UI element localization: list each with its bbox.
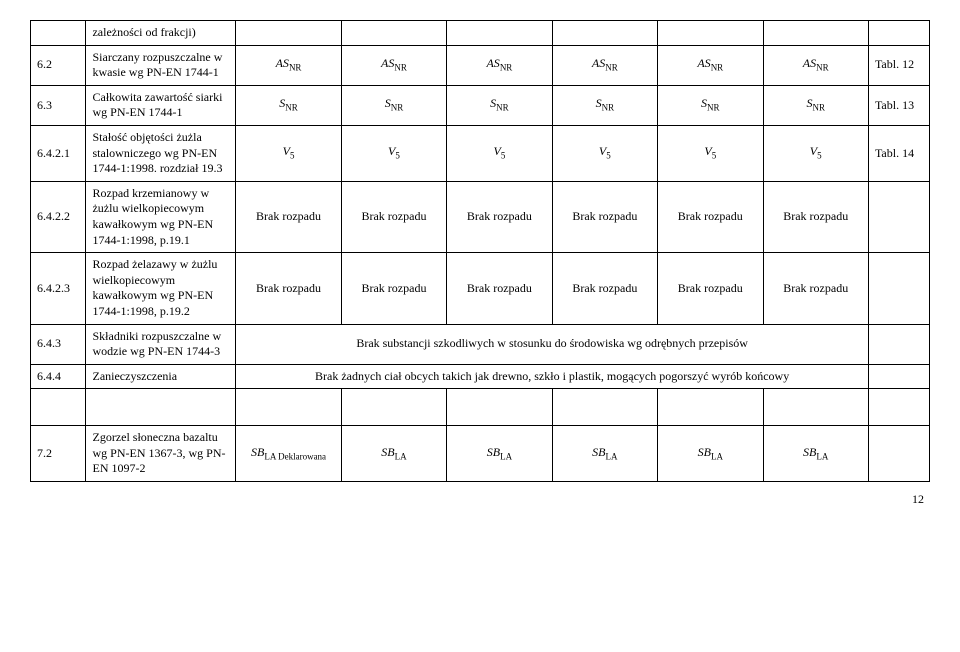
row-value: SBLA: [341, 426, 446, 482]
row-value: SBLA: [658, 426, 763, 482]
row-value: Brak rozpadu: [236, 181, 341, 252]
row-value: Brak rozpadu: [341, 181, 446, 252]
row-value: Brak rozpadu: [447, 253, 552, 324]
row-value: V5: [341, 125, 446, 181]
row-description: Zanieczyszczenia: [86, 364, 236, 389]
row-value: Brak rozpadu: [658, 253, 763, 324]
row-note: [868, 253, 929, 324]
row-description: Rozpad krzemianowy w żużlu wielkopiecowy…: [86, 181, 236, 252]
row-description: Siarczany rozpuszczalne w kwasie wg PN-E…: [86, 45, 236, 85]
row-value: Brak rozpadu: [552, 253, 657, 324]
standards-table: zależności od frakcji)6.2Siarczany rozpu…: [30, 20, 930, 482]
row-value: SBLA Deklarowana: [236, 426, 341, 482]
row-value: Brak rozpadu: [552, 181, 657, 252]
row-description: Zgorzel słoneczna bazaltu wg PN-EN 1367-…: [86, 426, 236, 482]
row-value: ASNR: [341, 45, 446, 85]
row-number: 6.4.2.2: [31, 181, 86, 252]
row-number: 6.4.2.1: [31, 125, 86, 181]
table-row: 6.4.3Składniki rozpuszczalne w wodzie wg…: [31, 324, 930, 364]
table-row: 6.4.4ZanieczyszczeniaBrak żadnych ciał o…: [31, 364, 930, 389]
table-row: 6.4.2.3Rozpad żelazawy w żużlu wielkopie…: [31, 253, 930, 324]
table-row: 6.3Całkowita zawartość siarki wg PN-EN 1…: [31, 85, 930, 125]
row-number: 6.2: [31, 45, 86, 85]
row-value: SNR: [658, 85, 763, 125]
row-value: ASNR: [552, 45, 657, 85]
table-row: 7.2Zgorzel słoneczna bazaltu wg PN-EN 13…: [31, 426, 930, 482]
row-value: [341, 21, 446, 46]
row-value: ASNR: [447, 45, 552, 85]
spacer-row: [31, 389, 930, 426]
row-value: SNR: [552, 85, 657, 125]
row-value: V5: [763, 125, 868, 181]
row-value: SBLA: [552, 426, 657, 482]
row-value: Brak rozpadu: [658, 181, 763, 252]
row-description: Stałość objętości żużla stalowniczego wg…: [86, 125, 236, 181]
row-note: Tabl. 14: [868, 125, 929, 181]
row-value: V5: [552, 125, 657, 181]
row-note: [868, 181, 929, 252]
row-number: 6.3: [31, 85, 86, 125]
page-number: 12: [30, 492, 930, 507]
row-value: V5: [658, 125, 763, 181]
row-value: Brak rozpadu: [341, 253, 446, 324]
table-row: 6.4.2.2Rozpad krzemianowy w żużlu wielko…: [31, 181, 930, 252]
row-value: Brak rozpadu: [763, 253, 868, 324]
row-number: 7.2: [31, 426, 86, 482]
row-value: [658, 21, 763, 46]
row-number: [31, 21, 86, 46]
row-value: Brak rozpadu: [236, 253, 341, 324]
row-note: [868, 324, 929, 364]
row-value: SBLA: [447, 426, 552, 482]
row-value: ASNR: [236, 45, 341, 85]
row-note: [868, 364, 929, 389]
row-value: [447, 21, 552, 46]
row-description: Składniki rozpuszczalne w wodzie wg PN-E…: [86, 324, 236, 364]
row-note: [868, 426, 929, 482]
row-value: [763, 21, 868, 46]
row-note: [868, 21, 929, 46]
table-row: 6.4.2.1Stałość objętości żużla stalownic…: [31, 125, 930, 181]
row-value: Brak rozpadu: [763, 181, 868, 252]
row-value: ASNR: [658, 45, 763, 85]
row-value: SNR: [236, 85, 341, 125]
row-value: [236, 21, 341, 46]
row-merged-value: Brak substancji szkodliwych w stosunku d…: [236, 324, 869, 364]
row-merged-value: Brak żadnych ciał obcych takich jak drew…: [236, 364, 869, 389]
row-value: SNR: [341, 85, 446, 125]
row-value: V5: [447, 125, 552, 181]
table-row: zależności od frakcji): [31, 21, 930, 46]
row-value: SNR: [447, 85, 552, 125]
row-value: V5: [236, 125, 341, 181]
row-value: ASNR: [763, 45, 868, 85]
row-note: Tabl. 13: [868, 85, 929, 125]
row-value: SNR: [763, 85, 868, 125]
row-value: SBLA: [763, 426, 868, 482]
row-description: Całkowita zawartość siarki wg PN-EN 1744…: [86, 85, 236, 125]
table-row: 6.2Siarczany rozpuszczalne w kwasie wg P…: [31, 45, 930, 85]
row-number: 6.4.2.3: [31, 253, 86, 324]
row-number: 6.4.3: [31, 324, 86, 364]
row-description: Rozpad żelazawy w żużlu wielkopiecowym k…: [86, 253, 236, 324]
row-value: [552, 21, 657, 46]
row-value: Brak rozpadu: [447, 181, 552, 252]
row-number: 6.4.4: [31, 364, 86, 389]
row-description: zależności od frakcji): [86, 21, 236, 46]
row-note: Tabl. 12: [868, 45, 929, 85]
